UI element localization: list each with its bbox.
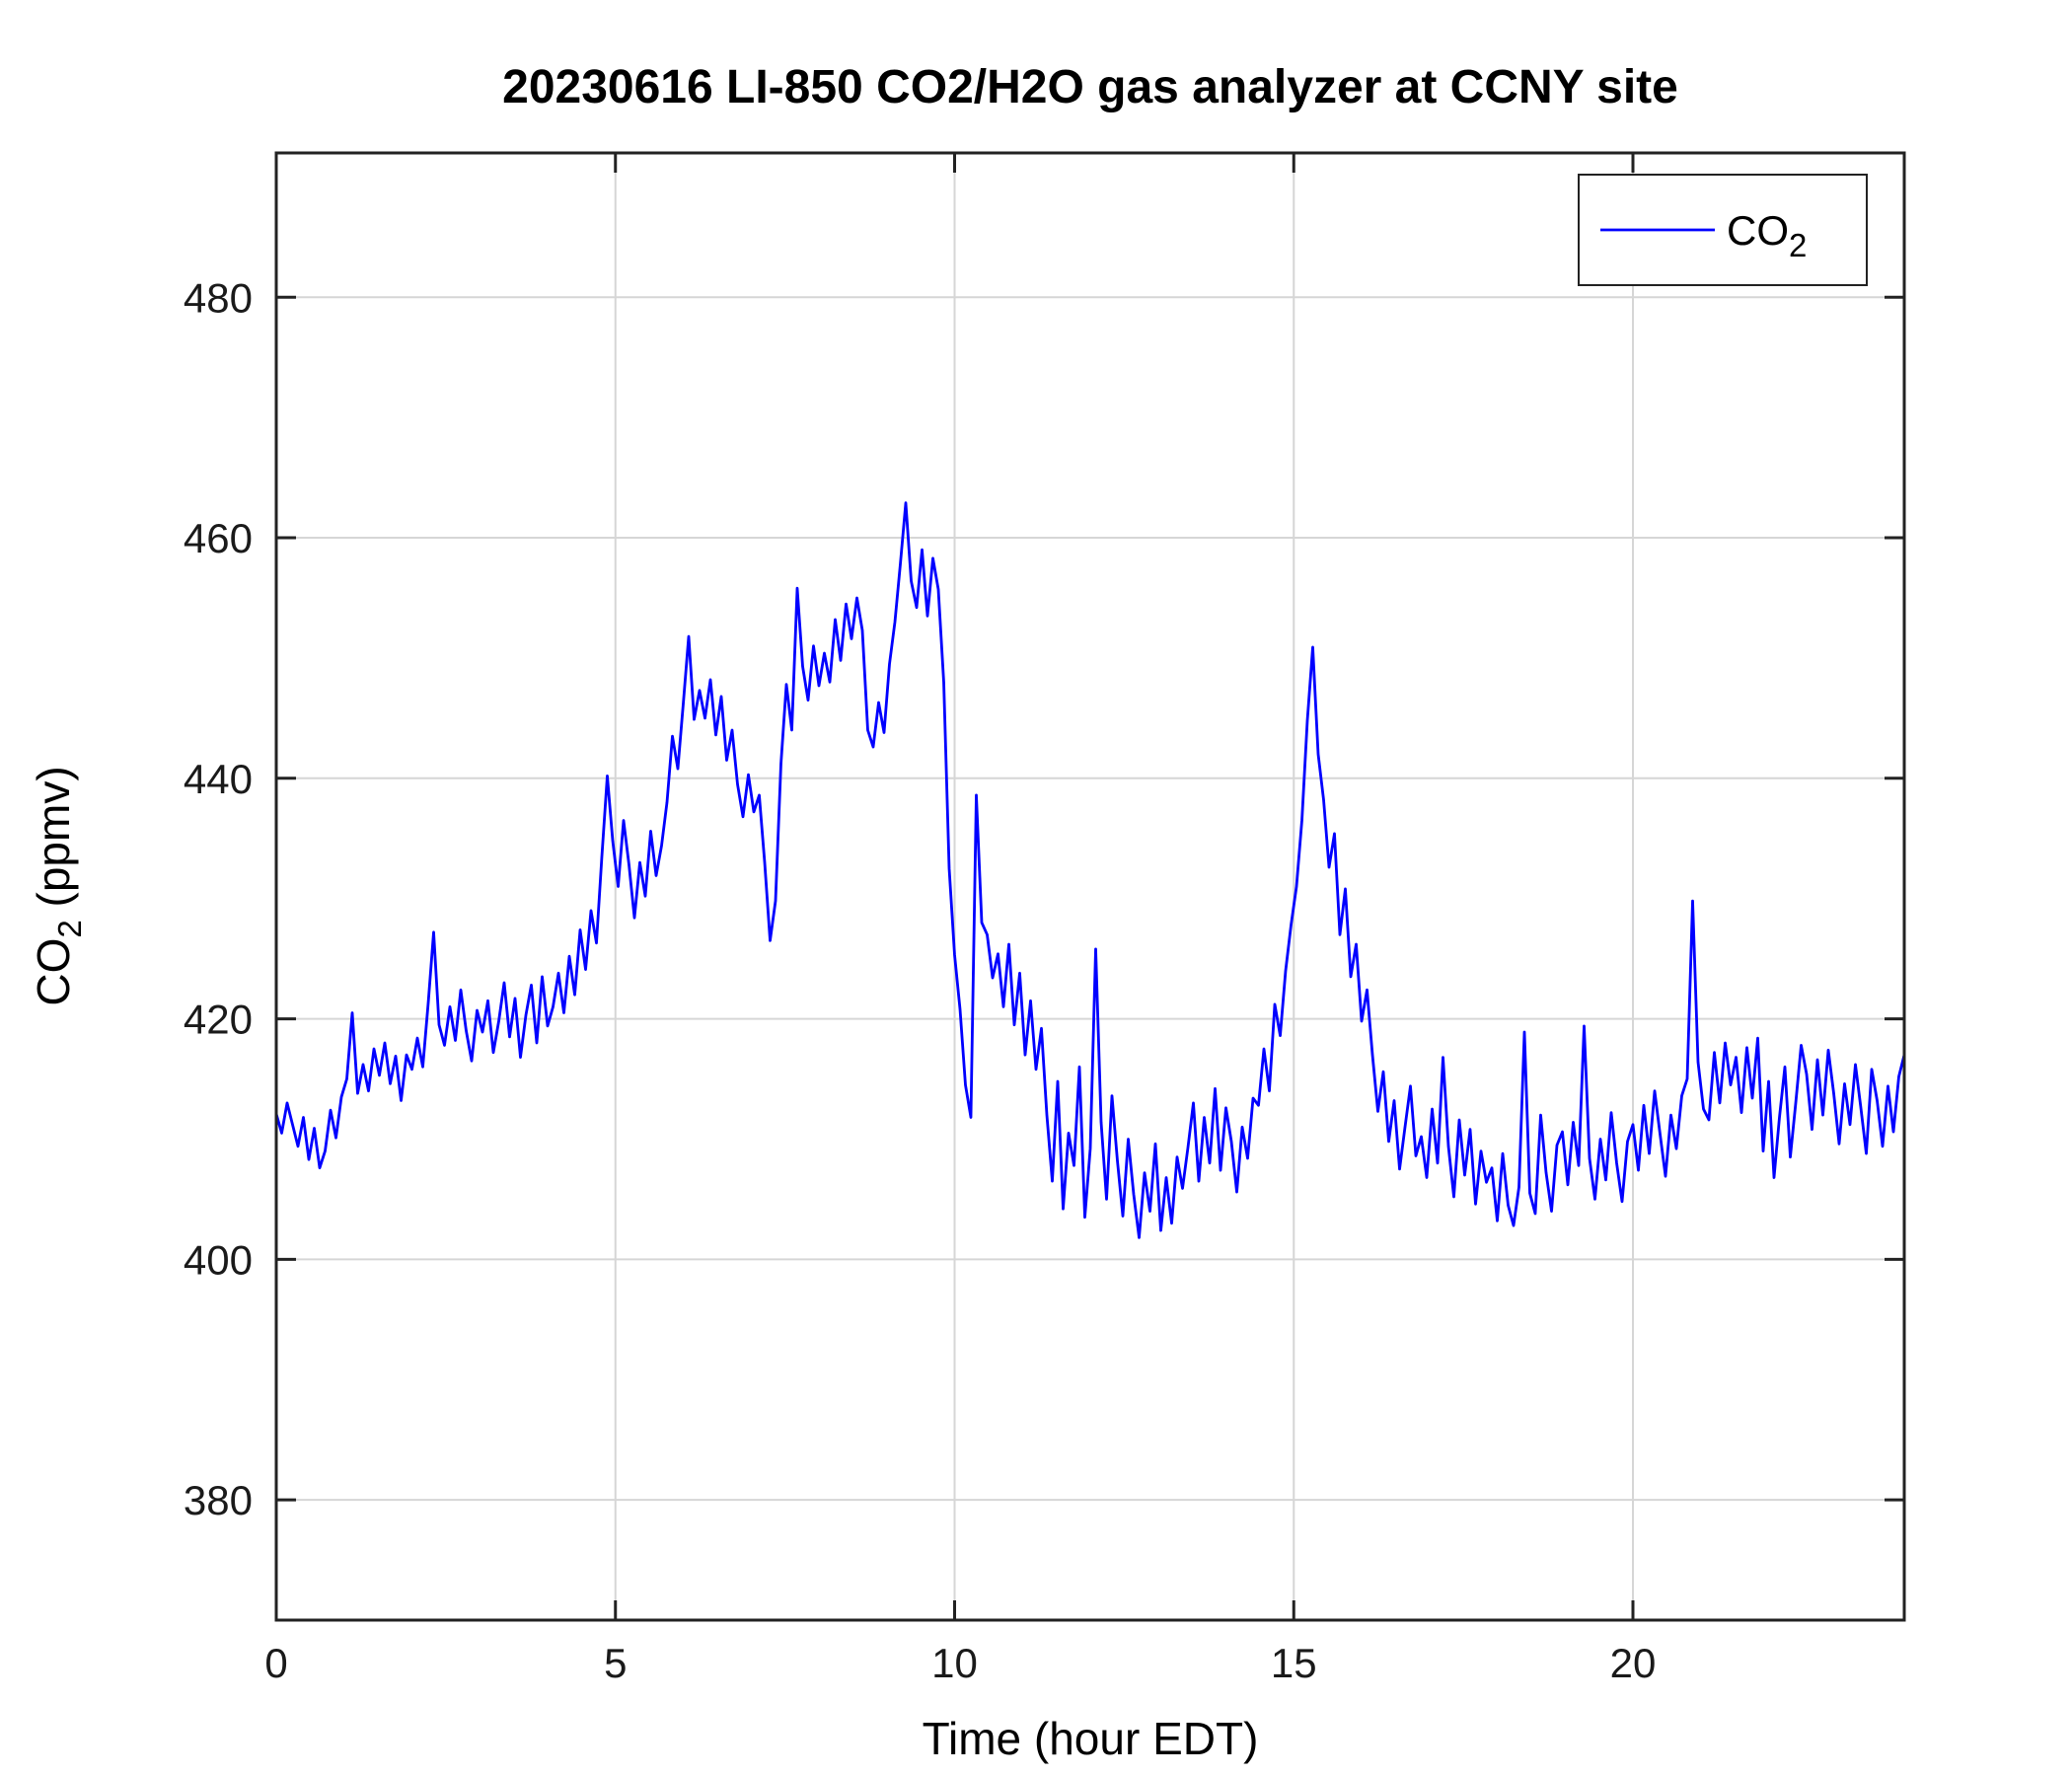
legend-entry-base: CO — [1727, 207, 1789, 254]
tick-labels: 0 5 10 15 20 380 400 420 440 460 480 — [184, 274, 1656, 1686]
x-tick-label: 20 — [1610, 1640, 1657, 1686]
x-tick-label: 5 — [604, 1640, 627, 1686]
y-axis-label-units: (ppmv) — [28, 766, 79, 920]
chart-title: 20230616 LI-850 CO2/H2O gas analyzer at … — [502, 61, 1678, 113]
legend-entry-sub: 2 — [1789, 227, 1807, 263]
y-tick-label: 440 — [184, 756, 253, 802]
x-tick-label: 15 — [1271, 1640, 1317, 1686]
x-axis-label: Time (hour EDT) — [923, 1713, 1259, 1764]
y-axis-label-sub: 2 — [51, 920, 88, 937]
y-tick-label: 400 — [184, 1236, 253, 1283]
y-tick-label: 420 — [184, 997, 253, 1043]
co2-data-line — [274, 501, 1906, 1239]
y-axis-label-base: CO — [28, 938, 79, 1006]
y-tick-label: 460 — [184, 515, 253, 561]
x-tick-label: 10 — [931, 1640, 978, 1686]
y-axis-label: CO2 (ppmv) — [28, 766, 88, 1005]
axes-box — [274, 151, 1906, 1622]
y-tick-label: 480 — [184, 274, 253, 321]
grid-lines — [275, 153, 1904, 1620]
y-tick-label: 380 — [184, 1477, 253, 1523]
legend: CO2 — [1578, 174, 1868, 286]
legend-entry-label: CO2 — [1727, 207, 1807, 263]
tick-marks — [274, 153, 1904, 1620]
x-tick-label: 0 — [264, 1640, 287, 1686]
